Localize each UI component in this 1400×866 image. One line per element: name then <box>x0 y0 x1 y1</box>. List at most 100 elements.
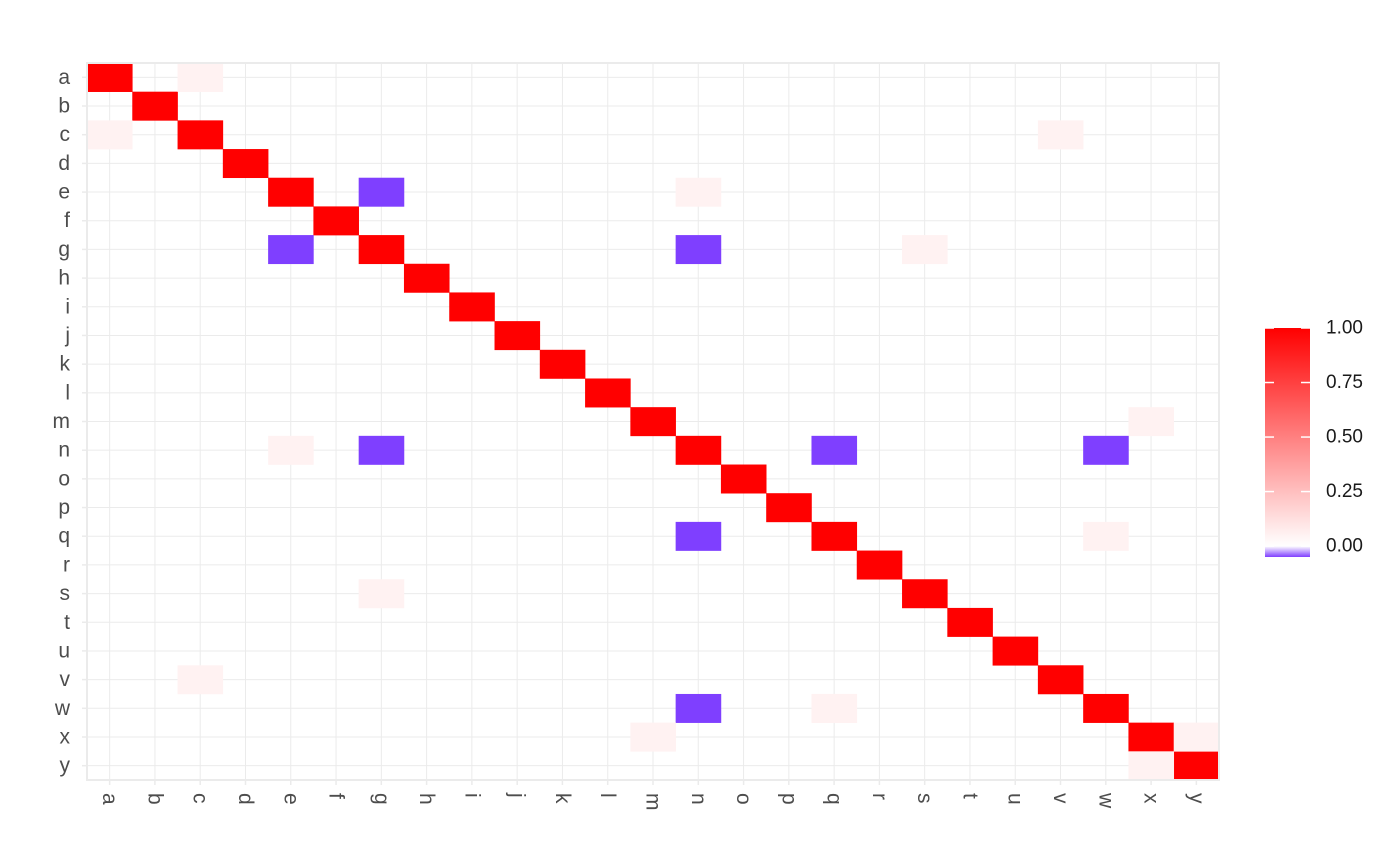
cell-k-k <box>539 349 586 379</box>
y-tick-label-n: n <box>58 439 70 462</box>
x-tick-label-e: e <box>279 793 302 805</box>
cell-h-h <box>403 263 450 293</box>
y-tick-label-h: h <box>58 267 70 290</box>
cell-j-j <box>494 321 541 351</box>
x-tick-label-d: d <box>234 793 257 805</box>
x-tick-label-q: q <box>823 793 846 805</box>
y-tick-label-j: j <box>64 324 70 347</box>
x-tick-label-w: w <box>1094 792 1117 809</box>
cell-x-x <box>1128 722 1175 752</box>
x-tick-label-h: h <box>415 793 438 805</box>
x-tick-label-n: n <box>687 793 710 805</box>
y-tick-label-q: q <box>58 525 70 548</box>
y-tick-label-p: p <box>58 496 70 519</box>
cell-e-g <box>268 235 314 265</box>
cell-b-b <box>132 91 178 121</box>
cell-y-y <box>1173 751 1220 781</box>
y-tick-label-b: b <box>58 95 70 118</box>
cell-c-c <box>177 120 224 150</box>
y-tick-label-r: r <box>63 553 70 576</box>
cell-u-u <box>992 636 1039 666</box>
x-tick-label-g: g <box>370 793 393 805</box>
y-tick-label-l: l <box>65 381 70 404</box>
y-tick-label-d: d <box>58 152 70 175</box>
y-tick-label-e: e <box>58 181 70 204</box>
cell-v-v <box>1037 665 1084 695</box>
color-legend: 0.00 0.25 0.50 0.75 1.00 <box>1265 318 1363 557</box>
x-tick-label-o: o <box>732 793 755 805</box>
cell-g-g <box>358 235 405 265</box>
x-tick-label-a: a <box>98 793 121 805</box>
cell-r-r <box>856 550 903 580</box>
cell-g-e <box>358 177 405 207</box>
x-tick-label-b: b <box>143 793 166 805</box>
cell-i-i <box>449 292 495 322</box>
cell-p-p <box>766 493 812 523</box>
y-tick-label-g: g <box>58 238 70 261</box>
x-tick-label-i: i <box>460 793 483 798</box>
cell-n-q <box>675 521 722 551</box>
cell-q-w <box>811 693 858 723</box>
x-axis: a b c d e f g h i j k l m n o p q r s t u v w x y <box>98 780 1208 811</box>
cell-w-q <box>1083 521 1129 551</box>
cell-c-a <box>177 63 224 92</box>
cell-g-n <box>358 435 405 465</box>
cell-s-s <box>902 579 948 609</box>
cell-m-m <box>630 407 676 437</box>
legend-tick-label: 0.75 <box>1326 372 1363 393</box>
legend-tick-label: 0.00 <box>1326 536 1363 557</box>
legend-tick-label: 1.00 <box>1326 318 1363 339</box>
cell-f-f <box>313 206 359 236</box>
cell-x-y <box>1128 751 1175 781</box>
cell-n-n <box>675 435 722 465</box>
cell-a-a <box>87 63 133 92</box>
cell-g-s <box>358 579 405 609</box>
cell-q-q <box>811 521 858 551</box>
y-tick-label-t: t <box>64 611 70 634</box>
cell-q-n <box>811 435 858 465</box>
y-tick-label-c: c <box>60 123 71 146</box>
cell-l-l <box>585 378 631 408</box>
cell-c-v <box>177 665 224 695</box>
cell-o-o <box>720 464 767 494</box>
cell-w-n <box>1083 435 1129 465</box>
x-tick-label-k: k <box>551 793 574 804</box>
y-tick-label-x: x <box>60 725 71 748</box>
heatmap-cells <box>87 63 1220 781</box>
x-tick-label-t: t <box>958 793 981 799</box>
y-tick-label-o: o <box>58 467 70 490</box>
cell-n-e <box>675 177 722 207</box>
x-tick-label-m: m <box>642 793 665 811</box>
legend-tick-label: 0.25 <box>1326 481 1363 502</box>
cell-e-n <box>268 435 314 465</box>
x-tick-label-j: j <box>506 792 529 798</box>
x-tick-label-v: v <box>1049 793 1072 804</box>
cell-v-c <box>1037 120 1084 150</box>
x-tick-label-y: y <box>1185 793 1208 804</box>
cell-s-g <box>902 235 948 265</box>
cell-t-t <box>947 607 993 637</box>
cell-y-x <box>1173 722 1220 752</box>
y-tick-label-s: s <box>60 582 71 605</box>
y-tick-label-y: y <box>60 754 71 777</box>
cell-e-e <box>268 177 314 207</box>
cell-a-c <box>87 120 133 150</box>
y-tick-label-w: w <box>54 697 71 720</box>
legend-tick-label: 0.50 <box>1326 427 1363 448</box>
y-tick-label-m: m <box>53 410 71 433</box>
x-tick-label-p: p <box>777 793 800 805</box>
cell-n-w <box>675 693 722 723</box>
y-tick-label-k: k <box>60 353 71 376</box>
cell-d-d <box>222 149 269 179</box>
x-tick-label-x: x <box>1140 793 1163 804</box>
x-tick-label-c: c <box>189 793 212 804</box>
x-tick-label-l: l <box>596 793 619 798</box>
cell-x-m <box>1128 407 1175 437</box>
x-tick-label-s: s <box>913 793 936 804</box>
y-tick-label-v: v <box>60 668 71 691</box>
y-tick-label-i: i <box>65 295 70 318</box>
y-tick-label-f: f <box>64 209 70 232</box>
cell-n-g <box>675 235 722 265</box>
